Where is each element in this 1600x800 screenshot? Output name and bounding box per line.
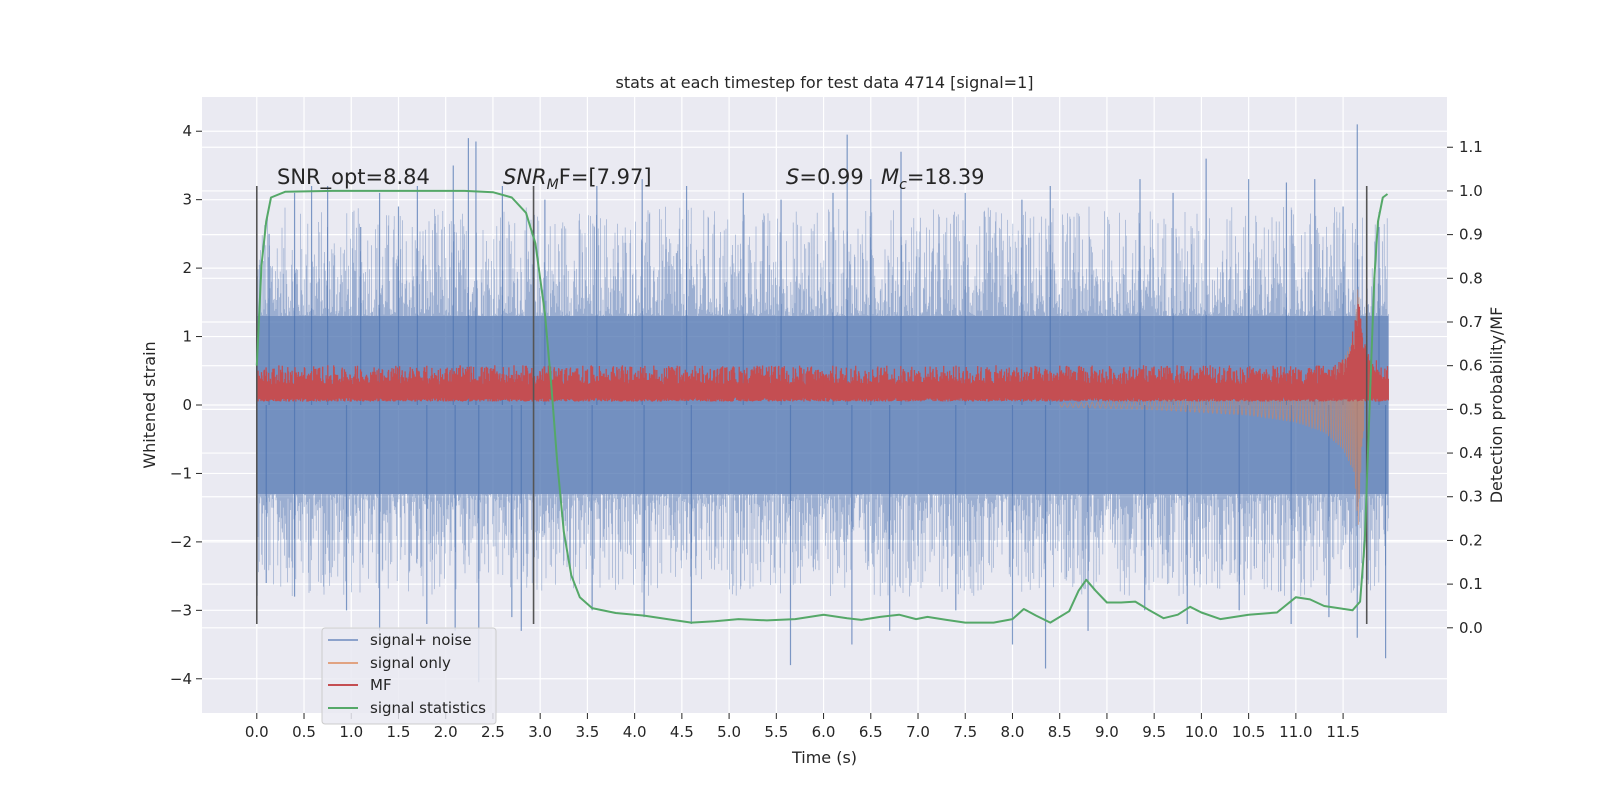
x-tick-label: 8.0 [1001,723,1025,741]
x-tick-label: 11.0 [1279,723,1312,741]
signal-plus-noise-series [256,124,1389,683]
y2-tick-label: 0.3 [1459,488,1483,506]
signal-only-trace [1059,289,1368,525]
x-tick-label: 6.5 [859,723,883,741]
x-tick-label: 11.5 [1326,723,1359,741]
y-tick-label: −3 [170,601,192,619]
x-tick-label: 0.5 [292,723,316,741]
x-tick-label: 6.0 [812,723,836,741]
legend-box [321,627,497,725]
y-tick-label: −2 [170,533,192,551]
y2-tick-label: 0.0 [1459,619,1483,637]
y2-tick-label: 1.0 [1459,182,1483,200]
x-tick-label: 9.0 [1095,723,1119,741]
annotation-mc: Mc=18.39 [881,165,985,193]
annotation-s: S=0.99 [786,165,864,189]
y2-tick-label: 0.4 [1459,444,1483,462]
x-tick-label: 4.0 [623,723,647,741]
legend: signal+ noise signal only MF signal stat… [321,627,497,725]
y2-axis-label: Detection probability/MF [1487,307,1506,504]
annotation-snr-mf: SNRMF=[7.97] [503,165,652,193]
x-tick-label: 2.5 [481,723,505,741]
y-tick-label: 0 [182,396,192,414]
axis-ticks: 0.0 0.5 1.0 1.5 2.0 2.5 3.0 3.5 4.0 4.5 5.0 5.5 6.0 6… [170,122,1483,741]
y2-tick-label: 0.9 [1459,226,1483,244]
legend-label-signal-statistics: signal statistics [370,699,486,717]
y2-tick-label: 1.1 [1459,138,1483,156]
signal-statistics-line [255,189,1389,624]
signal-only-series [1059,289,1368,525]
y2-tick-label: 0.2 [1459,531,1483,549]
x-tick-label: 7.0 [906,723,930,741]
y2-tick-label: 0.6 [1459,357,1483,375]
annotation-snr-opt: SNR_opt=8.84 [277,165,430,190]
y2-tick-label: 0.8 [1459,269,1483,287]
x-tick-label: 1.5 [387,723,411,741]
y2-tick-label: 0.5 [1459,400,1483,418]
legend-label-signal-noise: signal+ noise [370,631,472,649]
x-tick-label: 10.0 [1185,723,1218,741]
x-tick-label: 3.5 [575,723,599,741]
vertical-markers [255,185,1368,625]
y-tick-label: 4 [182,122,192,140]
legend-label-mf: MF [370,676,392,694]
y-tick-label: −1 [170,464,192,482]
x-tick-label: 5.5 [764,723,788,741]
x-tick-label: 8.5 [1048,723,1072,741]
legend-label-signal-only: signal only [370,654,451,672]
annotations: SNR_opt=8.84 SNRMF=[7.97] S=0.99 Mc=18.3… [277,165,985,193]
x-axis-label: Time (s) [791,748,857,767]
x-tick-label: 0.0 [245,723,269,741]
x-tick-label: 9.5 [1142,723,1166,741]
signal-statistics-series [255,189,1389,624]
y-tick-label: −4 [170,670,192,688]
x-tick-label: 1.0 [339,723,363,741]
x-tick-label: 7.5 [953,723,977,741]
y2-tick-label: 0.7 [1459,313,1483,331]
y2-tick-label: 0.1 [1459,575,1483,593]
x-tick-label: 10.5 [1232,723,1265,741]
chart-title: stats at each timestep for test data 471… [615,73,1033,92]
x-tick-label: 4.5 [670,723,694,741]
x-tick-label: 5.0 [717,723,741,741]
y-axis-label: Whitened strain [140,341,159,468]
x-tick-label: 2.0 [434,723,458,741]
y-tick-label: 3 [182,191,192,209]
y-tick-label: 1 [182,328,192,346]
x-tick-label: 3.0 [528,723,552,741]
y-tick-label: 2 [182,259,192,277]
